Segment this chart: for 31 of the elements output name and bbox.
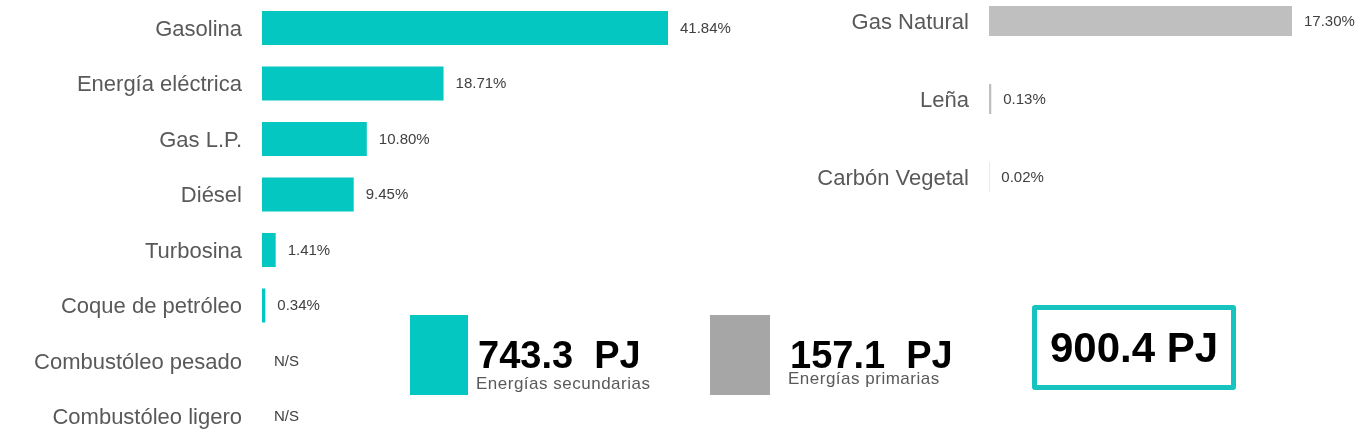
data-label: 41.84% <box>680 18 731 37</box>
data-label: 0.02% <box>1001 168 1044 186</box>
annotation: 743.3 PJ <box>478 334 641 376</box>
data-label: 1.41% <box>287 240 331 259</box>
y-tick-label: Gas L.P. <box>159 126 242 152</box>
data-label: 17.30% <box>1304 12 1355 30</box>
y-tick-label: Combustóleo ligero <box>52 404 242 430</box>
bar <box>262 122 367 156</box>
y-tick-label: Leña <box>920 86 970 112</box>
y-tick-label: Gas Natural <box>851 8 969 34</box>
bar <box>262 288 266 323</box>
y-tick-label: Combustóleo pesado <box>34 348 242 374</box>
data-label: N/S <box>274 351 300 370</box>
annotation: Energías secundarias <box>476 374 651 393</box>
data-label: 0.34% <box>277 296 320 315</box>
y-tick-label: Coque de petróleo <box>60 293 242 319</box>
bar <box>262 177 354 212</box>
bar <box>262 66 444 101</box>
outlined-box: 900.4 PJ <box>1032 305 1236 390</box>
data-label: 10.80% <box>378 129 430 148</box>
data-label: N/S <box>274 407 300 426</box>
y-tick-label: Gasolina <box>155 15 243 41</box>
data-label: 0.13% <box>1003 90 1046 108</box>
data-label: 18.71% <box>455 74 507 93</box>
y-tick-label: Energía eléctrica <box>76 71 243 97</box>
data-label: 9.45% <box>365 185 409 204</box>
y-tick-label: Carbón Vegetal <box>817 164 969 190</box>
bar <box>262 11 668 45</box>
y-tick-label: Diésel <box>180 182 242 208</box>
bar <box>262 233 276 267</box>
y-tick-label: Turbosina <box>144 237 243 263</box>
